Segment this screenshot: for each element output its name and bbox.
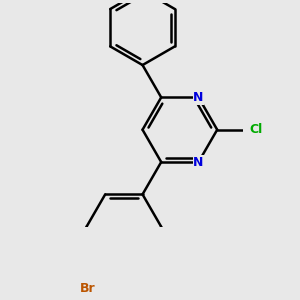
Text: Br: Br: [80, 282, 96, 295]
Text: N: N: [193, 91, 204, 104]
Text: Cl: Cl: [249, 123, 262, 136]
Text: N: N: [193, 155, 204, 169]
